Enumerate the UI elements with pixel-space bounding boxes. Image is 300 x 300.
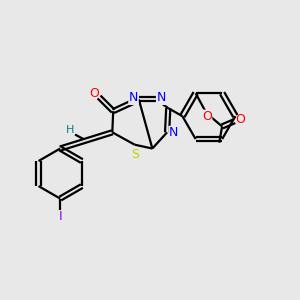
Text: N: N bbox=[129, 92, 138, 104]
Text: N: N bbox=[157, 92, 166, 104]
Text: N: N bbox=[169, 126, 178, 140]
Text: O: O bbox=[89, 87, 99, 100]
Text: O: O bbox=[202, 110, 212, 123]
Text: O: O bbox=[236, 113, 245, 126]
Text: S: S bbox=[131, 148, 139, 160]
Text: I: I bbox=[58, 210, 62, 223]
Text: H: H bbox=[66, 125, 74, 135]
